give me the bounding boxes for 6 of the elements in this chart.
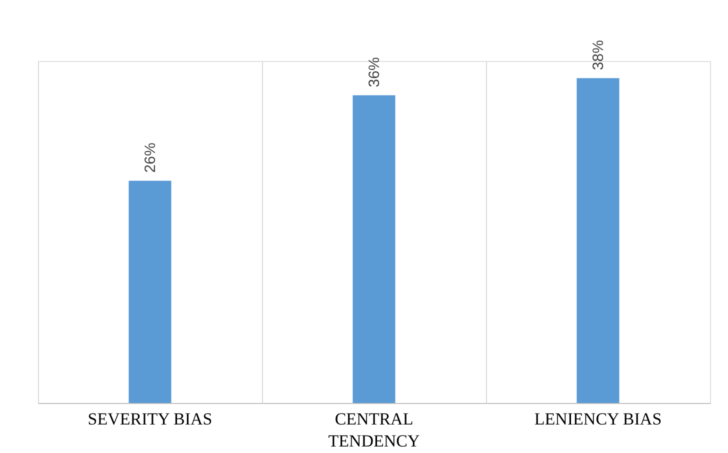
data-label: 26% (142, 142, 159, 173)
data-label: 38% (590, 40, 607, 70)
data-label: 36% (366, 57, 383, 88)
x-tick-label: LENIENCY BIAS (534, 410, 662, 428)
x-tick-label: SEVERITY BIAS (88, 410, 212, 428)
x-tick-label: CENTRAL TENDENCY (328, 410, 420, 450)
